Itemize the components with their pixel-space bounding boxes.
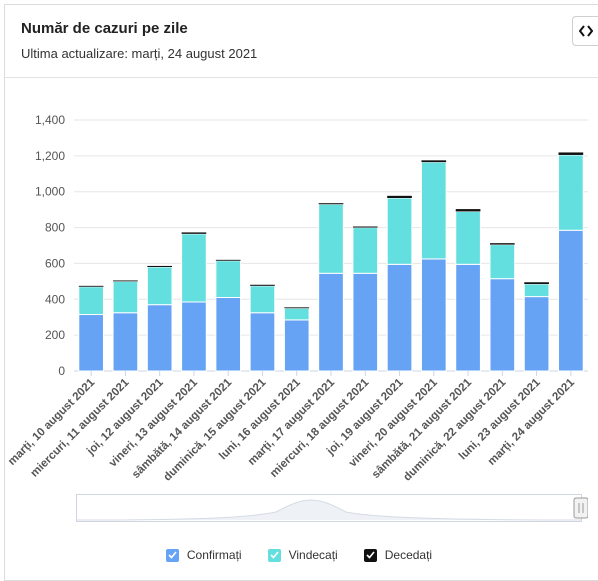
- bar-segment[interactable]: [249, 312, 276, 372]
- bar-segment[interactable]: [386, 263, 413, 372]
- y-tick-label: 0: [58, 364, 65, 378]
- bar-segment[interactable]: [420, 258, 447, 372]
- bar-segment[interactable]: [284, 307, 310, 309]
- bar-segment[interactable]: [181, 233, 207, 303]
- bar-segment[interactable]: [523, 283, 550, 298]
- y-tick-label: 1,200: [35, 149, 65, 163]
- bar-segment[interactable]: [455, 210, 481, 265]
- bar-segment[interactable]: [181, 232, 207, 234]
- y-tick-label: 1,400: [35, 113, 65, 127]
- range-navigator[interactable]: [76, 494, 588, 522]
- checkbox-checked-icon: [267, 548, 281, 562]
- bar-segment[interactable]: [318, 272, 344, 372]
- bar-segment[interactable]: [489, 244, 516, 280]
- bar-segment[interactable]: [524, 282, 549, 285]
- bar-segment[interactable]: [352, 226, 378, 228]
- y-tick-label: 600: [45, 256, 65, 270]
- bar-segment[interactable]: [112, 280, 139, 314]
- bar-segment[interactable]: [352, 272, 379, 372]
- bar-segment[interactable]: [489, 278, 516, 372]
- last-updated-text: Ultima actualizare: marți, 24 august 202…: [21, 46, 258, 61]
- bar-segment[interactable]: [146, 304, 173, 372]
- bar-segment[interactable]: [78, 286, 104, 316]
- bar-segment[interactable]: [215, 259, 241, 261]
- bar-segment[interactable]: [352, 227, 379, 274]
- y-tick-label: 200: [45, 328, 65, 342]
- chart-legend: Confirmați Vindecați Decedați: [0, 548, 598, 562]
- bar-segment[interactable]: [113, 280, 138, 282]
- bar-segment[interactable]: [78, 285, 104, 287]
- code-icon: [578, 25, 593, 37]
- navigator-right-handle[interactable]: [573, 497, 588, 519]
- chart-title: Număr de cazuri pe zile: [21, 20, 188, 37]
- bar-segment[interactable]: [421, 160, 447, 163]
- bar-segment[interactable]: [250, 284, 275, 286]
- embed-code-button[interactable]: [572, 16, 598, 46]
- bar-segment[interactable]: [147, 265, 173, 268]
- bar-segment[interactable]: [558, 154, 584, 231]
- y-tick-label: 800: [45, 221, 65, 235]
- legend-label: Vindecați: [288, 548, 338, 562]
- bar-segment[interactable]: [112, 312, 139, 372]
- bar-segment[interactable]: [558, 229, 584, 372]
- bar-segment[interactable]: [489, 243, 515, 245]
- checkbox-checked-icon: [165, 548, 179, 562]
- bar-segment[interactable]: [387, 195, 412, 198]
- bar-segment[interactable]: [318, 203, 344, 274]
- navigator-series: [76, 499, 582, 521]
- bar-segment[interactable]: [78, 314, 104, 372]
- bar-segment[interactable]: [146, 266, 173, 306]
- bar-segment[interactable]: [249, 285, 276, 314]
- card-header: Număr de cazuri pe zile Ultima actualiza…: [5, 5, 598, 78]
- legend-label: Confirmați: [186, 548, 242, 562]
- bar-segment[interactable]: [181, 301, 207, 372]
- bar-segment[interactable]: [215, 296, 242, 372]
- bar-segment[interactable]: [283, 307, 310, 321]
- bar-segment[interactable]: [318, 203, 344, 205]
- bar-segment[interactable]: [283, 319, 310, 372]
- legend-label: Decedați: [384, 548, 433, 562]
- legend-item-vindecati[interactable]: Vindecați: [267, 548, 338, 562]
- legend-item-confirmati[interactable]: Confirmați: [165, 548, 242, 562]
- legend-item-decedati[interactable]: Decedați: [363, 548, 433, 562]
- checkbox-checked-icon: [363, 548, 377, 562]
- bar-segment[interactable]: [455, 209, 481, 212]
- bar-segment[interactable]: [215, 260, 242, 298]
- bar-segment[interactable]: [523, 296, 550, 372]
- bar-segment[interactable]: [420, 161, 447, 260]
- bar-segment[interactable]: [455, 263, 481, 372]
- y-tick-label: 1,000: [35, 185, 65, 199]
- y-tick-label: 400: [45, 292, 65, 306]
- bar-segment[interactable]: [386, 197, 413, 265]
- bar-segment[interactable]: [558, 152, 584, 155]
